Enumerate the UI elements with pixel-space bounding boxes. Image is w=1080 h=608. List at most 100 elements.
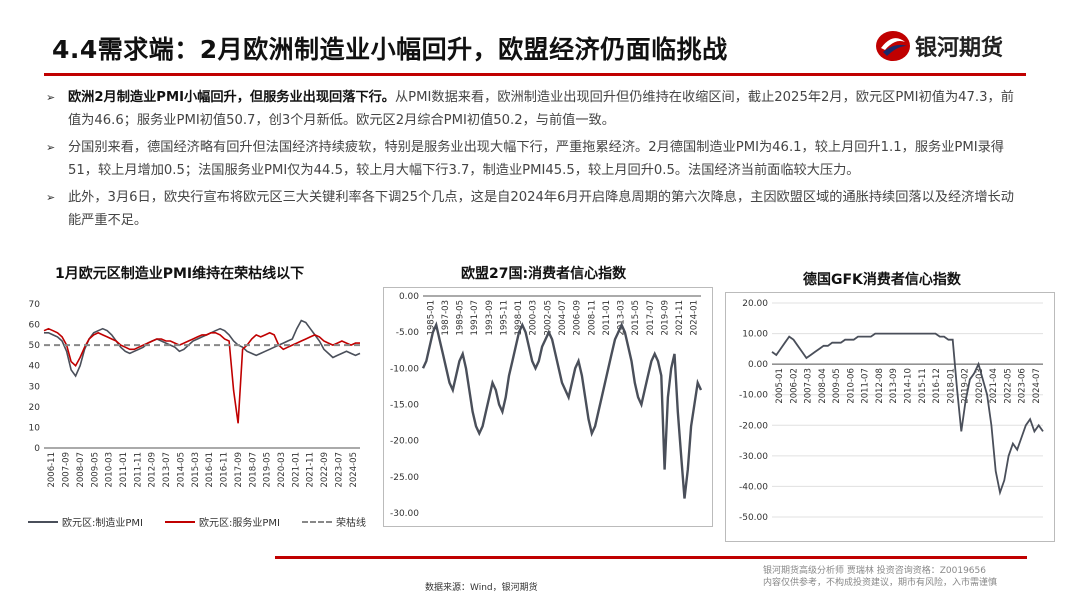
- chart1-title: 1月欧元区制造业PMI维持在荣枯线以下: [55, 266, 305, 282]
- chart2-eu-confidence: 0.00 -5.00 -10.00 -15.00 -20.00 -25.00 -30.00 1…: [383, 287, 713, 527]
- series-line: [43, 327, 360, 424]
- x-tick-label: 1989-05: [456, 300, 466, 336]
- x-tick-label: 2015-03: [191, 452, 201, 488]
- y-tick-label: 50: [29, 341, 41, 351]
- disclaimer: 银河期货高级分析师 贾瑞林 投资咨询资格：Z0019656 内容仅供参考，不构成…: [763, 565, 997, 589]
- x-tick-label: 2012-08: [875, 368, 885, 404]
- data-source: 数据来源：Wind，银河期货: [425, 583, 538, 593]
- x-tick-label: 2016-12: [932, 368, 942, 404]
- bullet-text: 此外，3月6日，欧央行宣布将欧元区三大关键利率各下调25个几点，这是自2024年…: [68, 190, 1014, 228]
- y-tick-label: 20: [29, 403, 41, 413]
- y-tick-label: -5.00: [396, 328, 420, 338]
- x-tick-label: 1993-09: [485, 300, 495, 336]
- x-tick-label: 2009-05: [90, 452, 100, 488]
- x-tick-label: 1991-07: [470, 300, 480, 336]
- x-tick-label: 2013-03: [617, 300, 627, 336]
- bullet-item: ➢ 欧洲2月制造业PMI小幅回升，但服务业出现回落下行。从PMI数据来看，欧洲制…: [44, 86, 1019, 132]
- legend-label: 荣枯线: [335, 518, 366, 529]
- y-tick-label: -50.00: [739, 513, 768, 523]
- y-tick-label: 10: [29, 423, 41, 433]
- x-tick-label: 2022-09: [320, 452, 330, 488]
- chart-frame: [725, 292, 1055, 542]
- bullet-item: ➢ 此外，3月6日，欧央行宣布将欧元区三大关键利率各下调25个几点，这是自202…: [44, 186, 1019, 232]
- x-tick-label: 2010-06: [846, 368, 856, 404]
- brand-logo: 银河期货: [875, 26, 1045, 66]
- x-tick-label: 2021-04: [989, 368, 999, 404]
- x-tick-label: 2024-05: [349, 452, 359, 488]
- x-tick-label: 2004-07: [558, 300, 568, 336]
- x-tick-label: 2024-07: [1032, 368, 1042, 404]
- x-tick-label: 2020-03: [277, 452, 287, 488]
- x-tick-label: 2015-11: [918, 368, 928, 404]
- y-tick-label: 60: [29, 321, 41, 331]
- x-tick-label: 2011-01: [602, 300, 612, 336]
- x-tick-label: 2002-05: [543, 300, 553, 336]
- series-line: [44, 319, 361, 378]
- x-tick-label: 2019-05: [263, 452, 273, 488]
- x-tick-label: 2016-11: [220, 452, 230, 488]
- chart3-gfk: 20.00 10.00 0.00 -10.00 -20.00 -30.00 -40.00 -5…: [725, 292, 1055, 542]
- y-tick-label: 0.00: [399, 292, 419, 302]
- series-line: [421, 321, 703, 499]
- x-tick-label: 2006-11: [47, 452, 57, 488]
- legend-item: 欧元区:制造业PMI: [28, 514, 143, 529]
- arrow-icon: ➢: [46, 141, 56, 154]
- x-tick-label: 2014-10: [904, 368, 914, 404]
- legend-label: 欧元区:服务业PMI: [198, 518, 280, 529]
- x-tick-label: 2005-01: [775, 368, 785, 404]
- y-tick-label: 10.00: [742, 330, 768, 340]
- x-tick-label: 2008-11: [587, 300, 597, 336]
- y-tick-label: -30.00: [739, 452, 768, 462]
- x-tick-label: 1998-01: [514, 300, 524, 336]
- x-tick-label: 2007-09: [62, 452, 72, 488]
- x-tick-label: 2022-05: [1003, 368, 1013, 404]
- y-tick-label: -10.00: [739, 391, 768, 401]
- x-tick-label: 2018-07: [248, 452, 258, 488]
- x-tick-label: 2024-01: [690, 300, 700, 336]
- x-tick-label: 1985-01: [426, 300, 436, 336]
- title-divider: [44, 73, 1026, 76]
- arrow-icon: ➢: [46, 191, 56, 204]
- x-tick-label: 2010-03: [105, 452, 115, 488]
- x-tick-label: 2019-09: [660, 300, 670, 336]
- legend-item: 荣枯线: [301, 514, 366, 529]
- y-tick-label: 0.00: [748, 360, 768, 370]
- disclaimer-line: 内容仅供参考，不构成投资建议，期市有风险，入市需谨慎: [763, 578, 998, 588]
- x-tick-label: 2021-01: [291, 452, 301, 488]
- x-tick-label: 2023-06: [1018, 368, 1028, 404]
- x-tick-label: 2006-09: [573, 300, 583, 336]
- x-tick-label: 2017-07: [646, 300, 656, 336]
- y-tick-label: -25.00: [390, 473, 419, 483]
- y-tick-label: -30.00: [390, 509, 419, 519]
- x-tick-label: 2013-07: [162, 452, 172, 488]
- chart1-pmi: 0 10 20 30 40 50 60 70 2006-11 2007-09 2008-07 2009…: [29, 300, 361, 488]
- y-tick-label: -20.00: [390, 437, 419, 447]
- chart1-legend: 欧元区:制造业PMI 欧元区:服务业PMI 荣枯线: [28, 514, 388, 529]
- y-tick-label: -20.00: [739, 421, 768, 431]
- x-tick-label: 2009-05: [832, 368, 842, 404]
- x-tick-label: 2008-07: [76, 452, 86, 488]
- x-tick-label: 2017-09: [234, 452, 244, 488]
- x-tick-label: 2011-11: [133, 452, 143, 488]
- x-tick-label: 2015-05: [631, 300, 641, 336]
- y-tick-label: 40: [29, 362, 41, 372]
- x-tick-label: 2006-02: [789, 368, 799, 404]
- brand-name: 银河期货: [915, 36, 1004, 61]
- x-tick-label: 2021-11: [675, 300, 685, 336]
- x-tick-label: 2011-07: [861, 368, 871, 404]
- x-tick-label: 2011-01: [119, 452, 129, 488]
- series-line: [771, 332, 1044, 496]
- y-tick-label: 20.00: [742, 299, 768, 309]
- bullet-item: ➢ 分国别来看，德国经济略有回升但法国经济持续疲软，特别是服务业出现大幅下行，严…: [44, 136, 1019, 182]
- y-tick-label: -40.00: [739, 482, 768, 492]
- x-tick-label: 1995-11: [499, 300, 509, 336]
- x-tick-label: 2014-05: [176, 452, 186, 488]
- bullet-list: ➢ 欧洲2月制造业PMI小幅回升，但服务业出现回落下行。从PMI数据来看，欧洲制…: [44, 86, 1019, 236]
- disclaimer-line: 银河期货高级分析师 贾瑞林 投资咨询资格：Z0019656: [763, 566, 986, 576]
- x-tick-label: 2020-03: [975, 368, 985, 404]
- y-tick-label: 70: [29, 300, 41, 310]
- x-tick-label: 1987-03: [441, 300, 451, 336]
- chart3-title: 德国GFK消费者信心指数: [803, 272, 961, 288]
- bullet-text: 从PMI数据来看，欧洲制造业出现回升但仍维持在收缩区间，截止2025年2月，欧元…: [68, 90, 1014, 128]
- x-tick-label: 2000-03: [529, 300, 539, 336]
